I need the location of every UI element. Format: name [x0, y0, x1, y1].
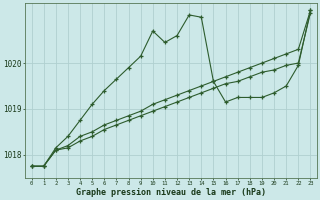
X-axis label: Graphe pression niveau de la mer (hPa): Graphe pression niveau de la mer (hPa) — [76, 188, 266, 197]
